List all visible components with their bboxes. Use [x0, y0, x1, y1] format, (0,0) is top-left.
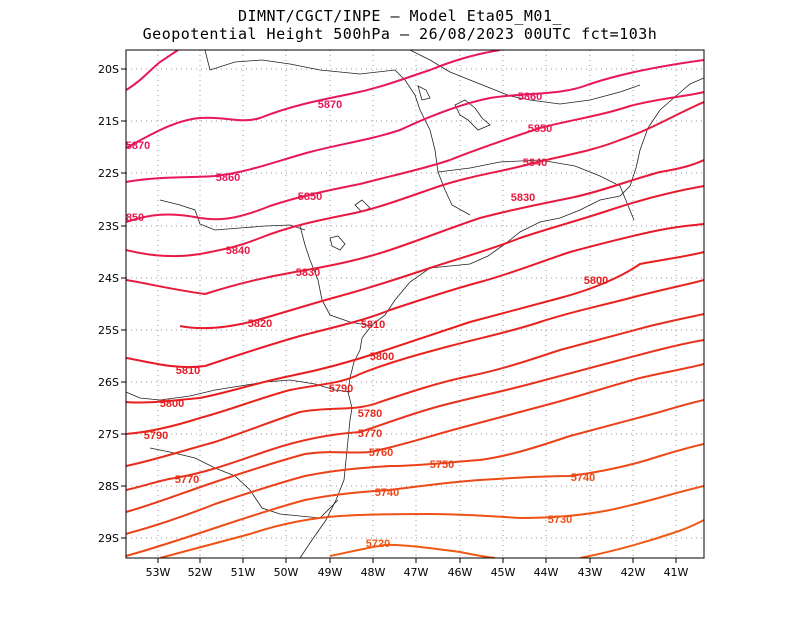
lagoon-outline: [329, 235, 346, 251]
contour-label: 5810: [176, 365, 200, 377]
contour-label: 5740: [375, 487, 399, 499]
contour-label: 5750: [430, 459, 454, 471]
contour-5820: [179, 185, 704, 330]
contour-label: 5790: [144, 430, 168, 442]
lat-label: 25S: [98, 324, 119, 337]
lat-label: 29S: [98, 532, 119, 545]
contour-5730: [159, 485, 704, 558]
contour-5850: [126, 91, 704, 223]
contour-label: 5860: [216, 172, 240, 184]
contour-label: 5720: [366, 538, 390, 550]
contour-label: 5810: [361, 319, 385, 331]
contour-label: 5860: [518, 91, 542, 103]
state-border: [204, 50, 471, 216]
lon-label: 52W: [188, 566, 213, 579]
lon-label: 51W: [231, 566, 256, 579]
lat-label: 26S: [98, 376, 119, 389]
contour-label: 5850: [298, 191, 322, 203]
lon-label: 53W: [146, 566, 171, 579]
contour-5840: [126, 101, 704, 258]
contour-labels: 5870 5870 5860 5860 5850 5850 850 5840 5…: [126, 91, 608, 550]
contour-5760: [126, 363, 704, 513]
contour-label: 5730: [548, 514, 572, 526]
lon-label: 45W: [491, 566, 516, 579]
lon-label: 46W: [448, 566, 473, 579]
contour-label: 5840: [226, 245, 250, 257]
contour-5870-b: [126, 50, 501, 149]
lat-label: 27S: [98, 428, 119, 441]
longitude-labels: 53W 52W 51W 50W 49W 48W 47W 46W 45W 44W …: [146, 566, 689, 579]
state-border: [126, 379, 351, 401]
lat-label: 22S: [98, 167, 119, 180]
contour-5720: [329, 543, 496, 558]
contour-5870-a: [126, 50, 179, 91]
state-border: [149, 447, 339, 519]
lat-label: 20S: [98, 63, 119, 76]
contour-label: 5820: [248, 318, 272, 330]
contour-label: 850: [126, 212, 144, 224]
title-line-1: DIMNT/CGCT/INPE – Model Eta05_M01_: [237, 7, 563, 25]
contour-label: 5850: [528, 123, 552, 135]
contour-5780: [126, 313, 704, 467]
lon-label: 49W: [318, 566, 343, 579]
contour-label: 5870: [126, 140, 150, 152]
contour-label: 5800: [370, 351, 394, 363]
lon-label: 50W: [274, 566, 299, 579]
contour-lines: [126, 50, 704, 558]
contour-label: 5830: [511, 192, 535, 204]
lon-label: 44W: [534, 566, 559, 579]
contour-5810: [126, 223, 704, 369]
contour-label: 5800: [160, 398, 184, 410]
contour-5830: [126, 159, 704, 296]
lat-label: 21S: [98, 115, 119, 128]
map-frame: [125, 49, 705, 559]
contour-label: 5800: [584, 275, 608, 287]
contour-5740: [126, 443, 704, 557]
lat-label: 28S: [98, 480, 119, 493]
title-line-2: Geopotential Height 500hPa – 26/08/2023 …: [142, 25, 658, 43]
contour-label: 5780: [358, 408, 382, 420]
lon-label: 41W: [664, 566, 689, 579]
contour-5790: [126, 279, 704, 435]
lat-label: 23S: [98, 220, 119, 233]
contour-5800: [126, 251, 704, 404]
contour-label: 5770: [175, 474, 199, 486]
contour-label: 5790: [329, 383, 353, 395]
contour-label: 5760: [369, 447, 393, 459]
contour-label: 5840: [523, 157, 547, 169]
state-border: [159, 199, 306, 231]
lat-label: 24S: [98, 272, 119, 285]
contour-5750: [126, 399, 704, 535]
contour-label: 5830: [296, 267, 320, 279]
contour-label: 5770: [358, 428, 382, 440]
lon-label: 48W: [361, 566, 386, 579]
contour-label: 5870: [318, 99, 342, 111]
lagoon-outline: [417, 85, 431, 101]
state-border: [299, 225, 373, 327]
contour-5860: [126, 59, 704, 183]
lagoon-outline: [354, 199, 371, 213]
lon-label: 42W: [621, 566, 646, 579]
lon-label: 43W: [578, 566, 603, 579]
lon-label: 47W: [404, 566, 429, 579]
contour-5770: [126, 339, 704, 491]
contour-label: 5740: [571, 472, 595, 484]
contour-5720-b: [579, 519, 704, 558]
axis-ticks: [121, 68, 677, 563]
latitude-labels: 20S 21S 22S 23S 24S 25S 26S 27S 28S 29S: [98, 63, 119, 545]
